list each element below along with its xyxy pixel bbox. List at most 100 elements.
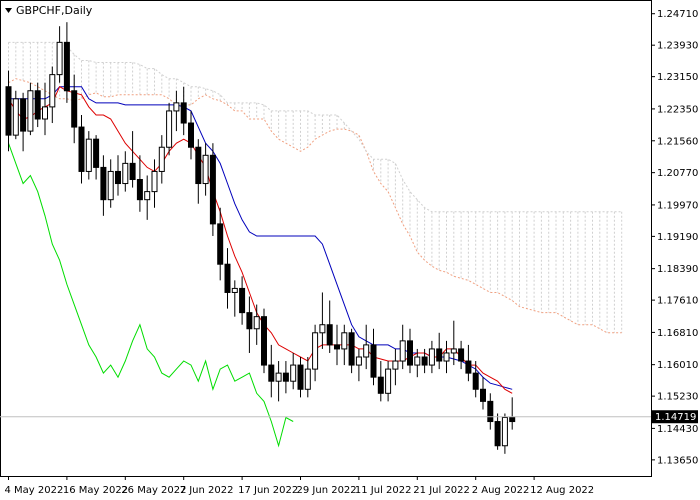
candle [472, 361, 479, 398]
candle-body-bull [341, 332, 348, 350]
x-tick-label: 26 May 2022 [121, 485, 186, 496]
x-tick-label: 12 Aug 2022 [530, 485, 594, 496]
candlesticks [5, 22, 516, 454]
candle-body-bull [107, 170, 114, 201]
candle [275, 361, 282, 402]
candle [209, 143, 216, 236]
candle [42, 82, 48, 136]
candle-body-bear [436, 348, 443, 362]
symbol-label: GBPCHF,Daily [16, 4, 93, 17]
candle [224, 248, 231, 309]
candle-body-bear [115, 170, 121, 185]
y-tick-label: 1.15230 [657, 392, 698, 403]
candle [20, 92, 27, 152]
senkou-span-a-line [8, 78, 622, 334]
y-tick-label: 1.23930 [657, 41, 698, 52]
x-tick-label: 2 Aug 2022 [472, 485, 530, 496]
x-tick-label: 11 Jul 2022 [355, 485, 412, 496]
candle-body-bear [465, 360, 472, 374]
candle [436, 332, 443, 370]
candle [144, 175, 151, 220]
candle [180, 86, 187, 136]
candle-body-bull [304, 368, 311, 390]
candle [377, 361, 384, 402]
y-tick-label: 1.16010 [657, 360, 698, 371]
candle-body-bull [443, 352, 450, 362]
candle [63, 22, 70, 103]
candle-body-bull [275, 372, 282, 382]
x-tick-label: 17 Jun 2022 [238, 485, 298, 496]
candle-body-bull [85, 138, 92, 172]
candle [122, 151, 129, 192]
candle [428, 340, 435, 374]
candle [166, 102, 173, 156]
candle-body-bear [348, 332, 355, 366]
candle [450, 320, 457, 366]
candle [217, 207, 224, 281]
candle [392, 348, 399, 386]
candle-body-bull [414, 356, 421, 366]
candle [246, 296, 253, 353]
candle-body-bear [5, 86, 12, 136]
y-tick-label: 1.19970 [657, 200, 698, 211]
candle-body-bull [49, 74, 56, 108]
candle-body-bull [122, 162, 129, 185]
x-tick-label: 4 May 2022 [5, 485, 64, 496]
y-tick-label: 1.21560 [657, 136, 698, 147]
y-axis: 1.24710 1.23930 1.23150 1.22350 1.21560 1.207… [651, 9, 698, 466]
candle-body-bear [78, 126, 85, 172]
candle [136, 155, 143, 212]
candle [115, 155, 121, 196]
candle [465, 344, 472, 382]
candle-body-bear [334, 344, 340, 350]
candle [399, 324, 406, 370]
candle [34, 82, 41, 128]
chikou-span-line [8, 143, 294, 448]
candle-body-bull [151, 170, 158, 193]
candle [78, 114, 85, 184]
candle-body-bear [209, 154, 216, 225]
candle [12, 90, 19, 140]
candle-body-bear [480, 388, 486, 402]
candle-body-bear [224, 263, 231, 293]
candle-body-bull [202, 154, 209, 185]
tenkan-sen-line [8, 85, 513, 394]
candle [188, 110, 194, 160]
candle [151, 159, 158, 208]
candle-body-bull [392, 360, 399, 370]
candle [282, 361, 289, 394]
candle [319, 292, 326, 349]
candle [158, 135, 165, 184]
candle [407, 328, 413, 374]
candle [297, 357, 304, 398]
y-tick-label: 1.18390 [657, 264, 698, 275]
candle [355, 348, 362, 382]
candle-body-bear [100, 166, 107, 201]
candle [239, 276, 246, 325]
candle [334, 324, 340, 366]
candle [231, 280, 238, 317]
candle [363, 324, 370, 370]
y-tick-label: 1.17610 [657, 296, 698, 307]
candle-body-bear [472, 372, 479, 390]
ichimoku-lines [8, 85, 513, 448]
candle-body-bear [326, 324, 333, 346]
candle-body-bull [56, 41, 63, 76]
candle-body-bear [261, 316, 267, 366]
candle [100, 155, 107, 216]
candle-body-bear [239, 287, 246, 314]
candle-body-bear [407, 340, 413, 366]
candle-body-bull [363, 344, 370, 358]
candle [385, 361, 392, 402]
candle-body-bear [297, 364, 304, 390]
candle-body-bear [71, 90, 78, 128]
candle-body-bear [20, 98, 27, 132]
candle [341, 324, 348, 366]
candle-body-bear [246, 312, 253, 330]
candle [443, 340, 450, 374]
candle-body-bull [312, 332, 319, 370]
x-tick-label: 7 Jun 2022 [180, 485, 234, 496]
senkou-span-b-line [8, 41, 622, 213]
dropdown-triangle-icon[interactable] [5, 8, 12, 13]
y-tick-label: 1.14430 [657, 424, 698, 435]
